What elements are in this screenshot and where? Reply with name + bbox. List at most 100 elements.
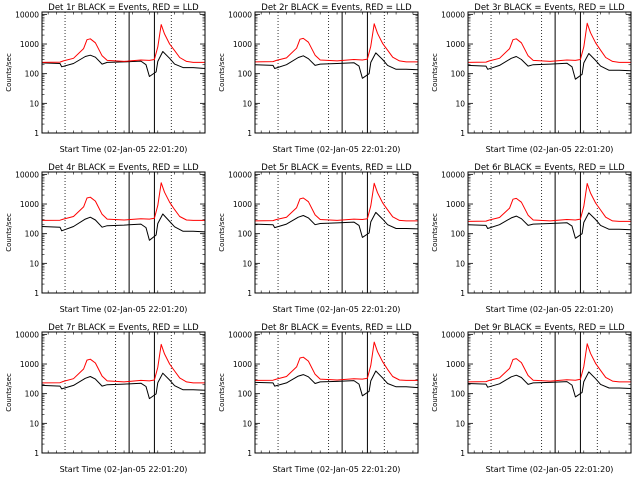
panel-frame [254,331,419,454]
y-tick-label: 1000 [446,40,465,49]
detector-panel-2: Det 2r BLACK = Events, RED = LLD 1 10 100 10… [218,3,419,154]
y-axis-label: Counts/sec [218,213,226,252]
panel-title: Det 8r BLACK = Events, RED = LLD [261,323,412,333]
panel-frame [41,11,206,134]
y-tick-label: 1 [34,449,39,458]
events-series-line [254,211,419,238]
events-series-line [254,370,419,397]
y-tick-label: 10 [242,99,252,108]
detector-panel-6: Det 6r BLACK = Events, RED = LLD 1 10 100 10… [431,163,632,314]
panel-title: Det 4r BLACK = Events, RED = LLD [48,163,199,173]
x-axis-label: Start Time (02-Jan-05 22:01:20) [60,305,188,314]
y-axis-label: Counts/sec [431,373,439,412]
panel-title: Det 1r BLACK = Events, RED = LLD [48,3,199,13]
panel-title: Det 5r BLACK = Events, RED = LLD [261,163,412,173]
lld-series-line [41,24,205,63]
y-tick-label: 100 [25,70,40,79]
y-tick-label: 10000 [228,330,252,339]
panel-title: Det 9r BLACK = Events, RED = LLD [474,323,625,333]
y-tick-label: 10 [242,419,252,428]
x-axis-label: Start Time (02-Jan-05 22:01:20) [486,465,614,474]
y-tick-label: 10000 [228,10,252,19]
y-axis-label: Counts/sec [431,213,439,252]
y-tick-label: 10 [29,259,39,268]
y-tick-label: 1 [247,449,252,458]
lld-series-line [467,343,631,383]
y-tick-label: 100 [25,390,40,399]
events-series-line [41,51,206,77]
detector-panel-9: Det 9r BLACK = Events, RED = LLD 1 10 100 10… [431,323,632,474]
events-series-line [41,213,206,241]
y-tick-label: 1 [247,129,252,138]
y-tick-label: 100 [238,70,253,79]
panel-frame [41,331,206,454]
lld-series-line [254,341,418,381]
y-tick-label: 10 [455,419,465,428]
events-series-line [41,372,206,400]
x-axis-label: Start Time (02-Jan-05 22:01:20) [486,305,614,314]
y-axis-label: Counts/sec [218,53,226,92]
detector-panel-7: Det 7r BLACK = Events, RED = LLD 1 10 100 10… [5,323,206,474]
y-tick-label: 1000 [20,40,39,49]
lld-series-line [467,183,631,222]
y-tick-label: 1 [247,289,252,298]
y-tick-label: 1 [460,449,465,458]
y-tick-label: 1 [34,129,39,138]
x-axis-label: Start Time (02-Jan-05 22:01:20) [486,145,614,154]
detector-panel-3: Det 3r BLACK = Events, RED = LLD 1 10 100 10… [431,3,632,154]
y-tick-label: 100 [238,230,253,239]
y-tick-label: 10000 [15,10,39,19]
y-axis-label: Counts/sec [5,213,13,252]
detector-panel-5: Det 5r BLACK = Events, RED = LLD 1 10 100 10… [218,163,419,314]
y-tick-label: 1 [460,289,465,298]
y-tick-label: 100 [451,70,466,79]
y-tick-label: 1000 [233,360,252,369]
y-axis-label: Counts/sec [5,373,13,412]
x-axis-label: Start Time (02-Jan-05 22:01:20) [273,145,401,154]
panel-frame [467,331,632,454]
lld-series-line [254,182,418,222]
y-tick-label: 10000 [15,330,39,339]
y-tick-label: 10 [29,419,39,428]
panel-title: Det 6r BLACK = Events, RED = LLD [474,163,625,173]
y-tick-label: 1 [34,289,39,298]
events-series-line [254,52,419,79]
y-tick-label: 1000 [233,200,252,209]
y-tick-label: 10000 [228,170,252,179]
panel-title: Det 7r BLACK = Events, RED = LLD [48,323,199,333]
x-axis-label: Start Time (02-Jan-05 22:01:20) [273,465,401,474]
detector-panel-1: Det 1r BLACK = Events, RED = LLD 1 10 100 10… [5,3,206,154]
y-axis-label: Counts/sec [431,53,439,92]
y-tick-label: 1000 [446,200,465,209]
lld-series-line [467,22,631,63]
x-axis-label: Start Time (02-Jan-05 22:01:20) [60,465,188,474]
y-tick-label: 10000 [441,170,465,179]
y-tick-label: 1000 [233,40,252,49]
y-tick-label: 100 [25,230,40,239]
y-tick-label: 10 [29,99,39,108]
lld-series-line [41,182,205,221]
panel-frame [254,11,419,134]
y-tick-label: 10000 [441,330,465,339]
panel-title: Det 2r BLACK = Events, RED = LLD [261,3,412,13]
lld-series-line [41,343,205,384]
y-axis-label: Counts/sec [5,53,13,92]
y-tick-label: 1000 [20,360,39,369]
x-axis-label: Start Time (02-Jan-05 22:01:20) [60,145,188,154]
y-axis-label: Counts/sec [218,373,226,412]
events-series-line [467,371,632,398]
x-axis-label: Start Time (02-Jan-05 22:01:20) [273,305,401,314]
detector-panel-8: Det 8r BLACK = Events, RED = LLD 1 10 100 10… [218,323,419,474]
y-tick-label: 10000 [15,170,39,179]
events-series-line [467,53,632,80]
panel-title: Det 3r BLACK = Events, RED = LLD [474,3,625,13]
y-tick-label: 100 [451,230,466,239]
y-tick-label: 1000 [446,360,465,369]
y-tick-label: 10 [455,259,465,268]
panel-frame [467,171,632,294]
y-tick-label: 10 [242,259,252,268]
detector-panel-4: Det 4r BLACK = Events, RED = LLD 1 10 100 10… [5,163,206,314]
panel-frame [41,171,206,294]
y-tick-label: 10000 [441,10,465,19]
